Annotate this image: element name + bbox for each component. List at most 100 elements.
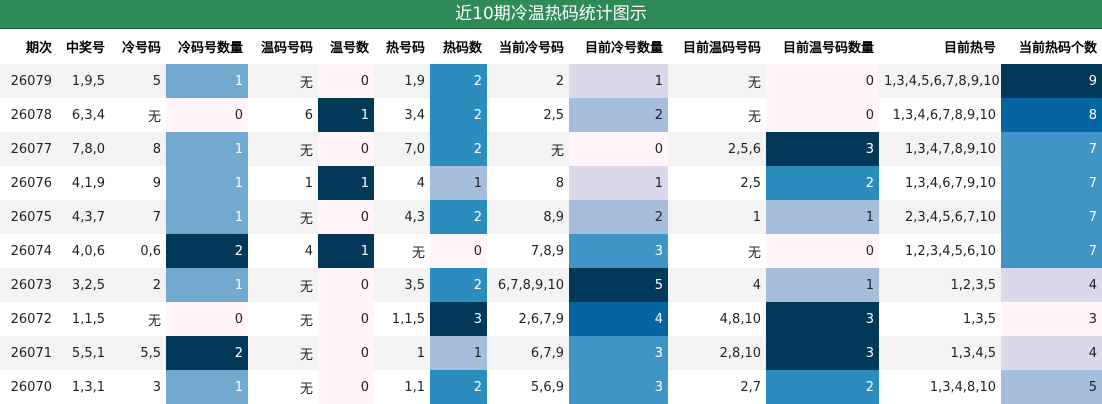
table-cell: 7,0 (374, 132, 430, 166)
table-cell: 5 (1001, 370, 1102, 404)
table-cell: 4,1,9 (57, 166, 110, 200)
table-cell: 2,3,4,5,6,7,10 (879, 200, 1001, 234)
column-header: 热号码 (385, 41, 425, 56)
column-header: 期次 (25, 41, 52, 56)
column-header: 当前热码个数 (1018, 41, 1097, 56)
table-cell: 0 (569, 132, 668, 166)
table-cell: 26078 (0, 98, 57, 132)
table-cell: 5,5 (110, 336, 166, 370)
table-cell: 4,3,7 (57, 200, 110, 234)
table-cell: 1,9,5 (57, 64, 110, 98)
table-cell: 1 (430, 166, 487, 200)
table-row: 26075 4,3,7 7 1 无 0 4,3 2 8,9 2 1 1 2,3,4,5,6,7,10 7 (0, 200, 1102, 234)
column-header: 温码号码 (260, 41, 313, 56)
table-cell: 26070 (0, 370, 57, 404)
table-cell: 无 (248, 336, 318, 370)
table-cell: 9 (110, 166, 166, 200)
table-cell: 3,2,5 (57, 268, 110, 302)
table-cell: 3 (1001, 302, 1102, 336)
table-cell: 0 (318, 132, 374, 166)
table-cell: 2 (430, 370, 487, 404)
table-cell: 1 (166, 166, 248, 200)
stats-table: 期次 中奖号 冷号码 冷码号数量 温码号码 温号数 热号码 热码数 当前冷号码 目前冷号数量 目前温… (0, 29, 1102, 404)
header-row: 期次 中奖号 冷号码 冷码号数量 温码号码 温号数 热号码 热码数 当前冷号码 目前冷号数量 目前温… (0, 29, 1102, 64)
table-cell: 1,9 (374, 64, 430, 98)
table-cell: 7,8,0 (57, 132, 110, 166)
table-cell: 1,3,4,7,8,9,10 (879, 132, 1001, 166)
table-cell: 无 (487, 132, 569, 166)
table-cell: 7 (1001, 200, 1102, 234)
table-cell: 3 (766, 132, 879, 166)
column-header: 热码数 (442, 41, 482, 56)
table-cell: 无 (668, 234, 766, 268)
table-cell: 2 (766, 370, 879, 404)
table-cell: 1,2,3,5 (879, 268, 1001, 302)
table-cell: 4,8,10 (668, 302, 766, 336)
table-cell: 6 (248, 98, 318, 132)
table-cell: 4 (569, 302, 668, 336)
table-cell: 5,6,9 (487, 370, 569, 404)
table-cell: 26074 (0, 234, 57, 268)
table-cell: 1,3,4,6,7,8,9,10 (879, 98, 1001, 132)
table-cell: 0 (766, 98, 879, 132)
column-header: 温号数 (329, 41, 369, 56)
table-cell: 无 (668, 98, 766, 132)
table-cell: 2,6,7,9 (487, 302, 569, 336)
table-cell: 4,3 (374, 200, 430, 234)
table-cell: 2 (166, 234, 248, 268)
table-cell: 3 (569, 336, 668, 370)
table-cell: 2 (430, 200, 487, 234)
column-header: 中奖号 (65, 41, 105, 56)
table-cell: 2,8,10 (668, 336, 766, 370)
table-cell: 1 (166, 200, 248, 234)
table-cell: 1 (318, 98, 374, 132)
table-cell: 26075 (0, 200, 57, 234)
table-cell: 8 (110, 132, 166, 166)
table-cell: 7 (1001, 234, 1102, 268)
table-cell: 2 (766, 166, 879, 200)
table-cell: 2 (569, 98, 668, 132)
table-cell: 3 (110, 370, 166, 404)
table-cell: 2 (430, 64, 487, 98)
chart-title: 近10期冷温热码统计图示 (0, 0, 1102, 29)
table-cell: 1 (766, 200, 879, 234)
table-cell: 2,5,6 (668, 132, 766, 166)
table-cell: 1 (766, 268, 879, 302)
table-cell: 4 (1001, 336, 1102, 370)
column-header: 冷号码 (121, 41, 161, 56)
table-row: 26078 6,3,4 无 0 6 1 3,4 2 2,5 2 无 0 1,3,4,6,7,8,9,10… (0, 98, 1102, 132)
table-cell: 0 (318, 302, 374, 336)
column-header: 目前冷号数量 (584, 41, 663, 56)
table-cell: 无 (668, 64, 766, 98)
table-cell: 2 (430, 268, 487, 302)
table-cell: 3 (569, 370, 668, 404)
table-cell: 2,7 (668, 370, 766, 404)
table-cell: 2,5 (487, 98, 569, 132)
table-cell: 3,5 (374, 268, 430, 302)
table-cell: 26073 (0, 268, 57, 302)
table-cell: 6,3,4 (57, 98, 110, 132)
table-cell: 无 (110, 98, 166, 132)
table-cell: 0 (766, 64, 879, 98)
column-header: 目前热号 (943, 41, 996, 56)
table-cell: 8 (487, 166, 569, 200)
table-cell: 1 (318, 166, 374, 200)
table-cell: 0,6 (110, 234, 166, 268)
table-cell: 26072 (0, 302, 57, 336)
table-cell: 2,5 (668, 166, 766, 200)
table-row: 26072 1,1,5 无 0 无 0 1,1,5 3 2,6,7,9 4 4,8,10 3 1,3,5… (0, 302, 1102, 336)
column-header: 目前温号码数量 (782, 41, 874, 56)
table-cell: 1 (374, 336, 430, 370)
table-cell: 4 (1001, 268, 1102, 302)
table-cell: 1,3,4,8,10 (879, 370, 1001, 404)
table-cell: 2 (569, 200, 668, 234)
table-cell: 4 (248, 234, 318, 268)
table-cell: 2 (430, 98, 487, 132)
table-cell: 5,5,1 (57, 336, 110, 370)
table-cell: 26079 (0, 64, 57, 98)
table-cell: 1,3,4,6,7,9,10 (879, 166, 1001, 200)
table-cell: 1 (318, 234, 374, 268)
table-cell: 3 (766, 302, 879, 336)
table-cell: 6,7,9 (487, 336, 569, 370)
table-cell: 0 (318, 268, 374, 302)
